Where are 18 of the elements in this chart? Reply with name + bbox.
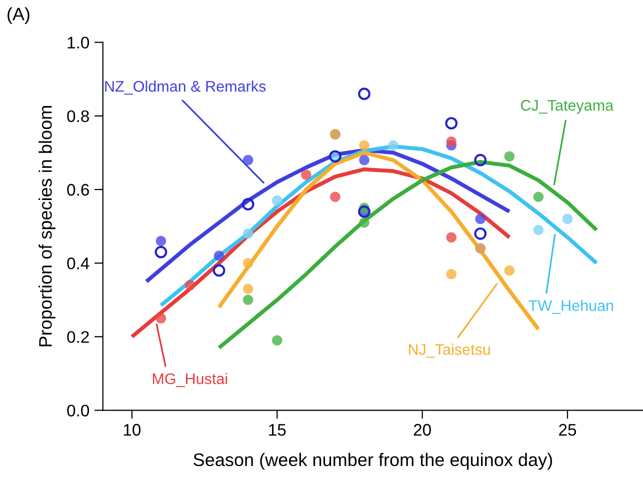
text: CJ_Tateyama	[520, 100, 614, 114]
y-tick-label: 0.0	[67, 404, 90, 416]
text: MG_Hustai	[152, 372, 228, 388]
y-tick-label: 0.8	[67, 110, 89, 122]
text: (A)	[8, 7, 30, 24]
y-tick-label: 0.4	[67, 258, 90, 270]
text: NJ_Taisetsu	[408, 344, 490, 358]
text: TW_Hehuan	[528, 300, 614, 314]
y-axis-title: Proportion of species in bloom	[38, 106, 56, 346]
x-tick-label: 10	[124, 424, 141, 436]
x-tick-label: 25	[559, 424, 576, 436]
y-tick-label: 0.2	[67, 331, 89, 343]
x-axis-title: Season (week number from the equinox day)	[194, 452, 552, 470]
y-tick-label: 0.6	[67, 184, 89, 196]
y-tick-label: 1.0	[68, 36, 90, 49]
x-tick-label: 20	[414, 424, 431, 436]
text: NZ_Oldman & Remarks	[105, 80, 266, 95]
x-tick-label: 15	[269, 424, 286, 436]
